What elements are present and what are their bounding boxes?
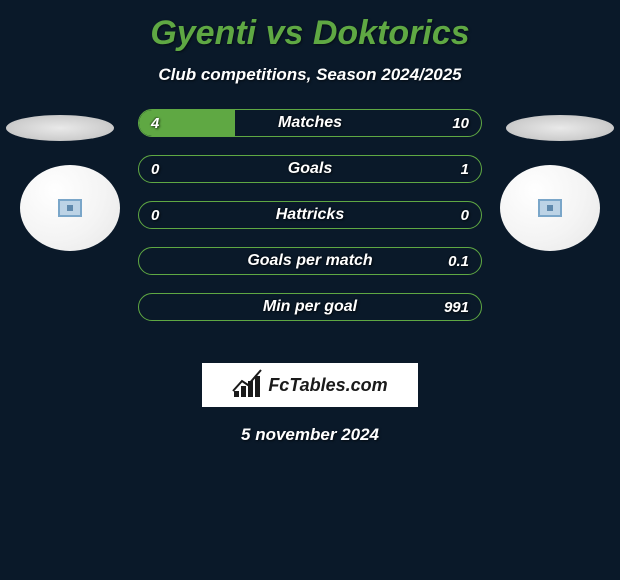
- brand-text: FcTables.com: [268, 375, 387, 396]
- stat-right-value: 0.1: [448, 248, 469, 274]
- brand-chart-icon: [232, 373, 262, 397]
- player-right-shadow: [506, 115, 614, 141]
- stat-label: Goals: [139, 156, 481, 182]
- player-left-shadow: [6, 115, 114, 141]
- stat-right-value: 991: [444, 294, 469, 320]
- stat-bars: 4Matches100Goals10Hattricks0Goals per ma…: [138, 109, 482, 339]
- stat-bar: 0Hattricks0: [138, 201, 482, 229]
- date-text: 5 november 2024: [0, 425, 620, 445]
- stat-right-value: 0: [461, 202, 469, 228]
- player-left-placeholder: [20, 165, 120, 251]
- stat-bar: 0Goals1: [138, 155, 482, 183]
- stat-label: Hattricks: [139, 202, 481, 228]
- subtitle: Club competitions, Season 2024/2025: [0, 65, 620, 85]
- stat-label: Min per goal: [139, 294, 481, 320]
- stat-right-value: 1: [461, 156, 469, 182]
- placeholder-icon: [538, 199, 562, 217]
- brand-box: FcTables.com: [202, 363, 418, 407]
- stat-right-value: 10: [452, 110, 469, 136]
- comparison-arena: 4Matches100Goals10Hattricks0Goals per ma…: [0, 109, 620, 349]
- placeholder-icon: [58, 199, 82, 217]
- stat-label: Goals per match: [139, 248, 481, 274]
- stat-bar: 4Matches10: [138, 109, 482, 137]
- page-title: Gyenti vs Doktorics: [0, 0, 620, 53]
- stat-bar: Min per goal991: [138, 293, 482, 321]
- player-right-placeholder: [500, 165, 600, 251]
- stat-label: Matches: [139, 110, 481, 136]
- stat-bar: Goals per match0.1: [138, 247, 482, 275]
